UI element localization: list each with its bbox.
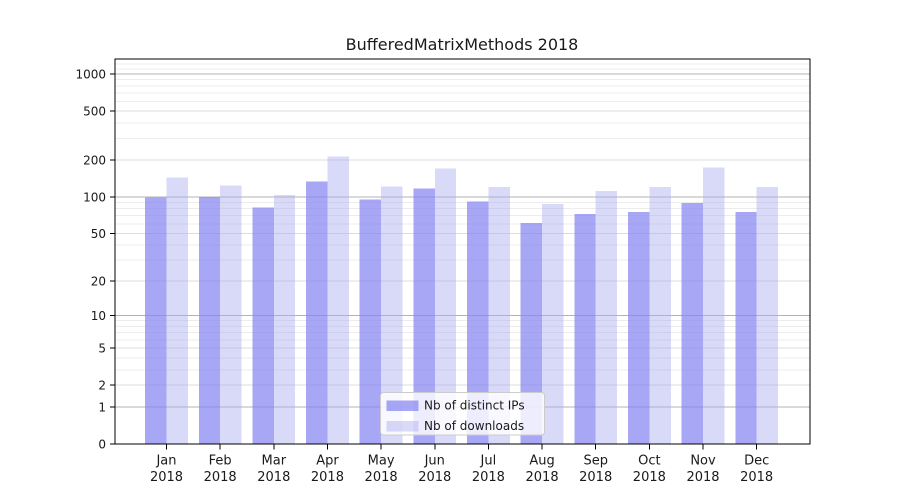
- bar-downloads-jan: [166, 177, 188, 444]
- x-label-month-jan: Jan: [155, 454, 176, 469]
- bar-ips-dec: [735, 212, 757, 444]
- bar-ips-may: [359, 199, 382, 444]
- x-label-month-oct: Oct: [638, 454, 660, 469]
- bar-downloads-feb: [220, 185, 242, 444]
- bar-ips-aug: [520, 222, 543, 444]
- bar-downloads-jul: [488, 187, 510, 445]
- x-label-year-may: 2018: [365, 470, 398, 485]
- y-tick-label-50: 50: [91, 227, 106, 241]
- bar-ips-nov: [681, 203, 703, 444]
- x-label-year-jun: 2018: [418, 470, 451, 485]
- y-tick-label-200: 200: [83, 153, 106, 167]
- x-label-month-dec: Dec: [744, 454, 769, 469]
- x-label-month-may: May: [368, 454, 395, 469]
- y-tick-label-10: 10: [91, 309, 106, 323]
- x-label-year-sep: 2018: [579, 470, 612, 485]
- bars-layer: [145, 156, 779, 445]
- y-tick-label-5: 5: [98, 342, 106, 356]
- bar-downloads-apr: [327, 156, 349, 444]
- bar-ips-apr: [306, 181, 328, 444]
- bar-ips-jul: [467, 201, 489, 444]
- x-label-year-mar: 2018: [257, 470, 290, 485]
- bar-ips-jan: [145, 197, 167, 444]
- chart-title: BufferedMatrixMethods 2018: [346, 35, 579, 54]
- plot-border: [114, 58, 811, 445]
- x-label-year-oct: 2018: [633, 470, 666, 485]
- x-label-month-mar: Mar: [262, 454, 287, 469]
- x-label-year-jul: 2018: [472, 470, 505, 485]
- x-label-year-aug: 2018: [526, 470, 559, 485]
- x-label-year-jan: 2018: [150, 470, 183, 485]
- x-label-year-feb: 2018: [204, 470, 237, 485]
- legend: Nb of distinct IPs Nb of downloads: [380, 392, 545, 436]
- bar-downloads-may: [381, 186, 403, 444]
- x-label-month-feb: Feb: [209, 454, 232, 469]
- legend-label-distinct-ips: Nb of distinct IPs: [424, 399, 525, 413]
- x-label-month-jun: Jun: [424, 454, 445, 469]
- y-tick-label-2: 2: [98, 379, 106, 393]
- x-label-month-nov: Nov: [690, 454, 716, 469]
- legend-swatch-downloads: [386, 421, 419, 432]
- y-tick-label-20: 20: [91, 274, 106, 288]
- bar-downloads-sep: [595, 190, 618, 444]
- y-axis: 0 1 2 5 10 20 50 100 200 500 1000: [75, 68, 115, 452]
- x-axis: Jan2018Feb2018Mar2018Apr2018May2018Jun20…: [150, 444, 773, 485]
- bar-ips-oct: [627, 212, 650, 444]
- bar-ips-mar: [252, 207, 274, 444]
- x-label-month-jul: Jul: [480, 454, 497, 469]
- legend-label-downloads: Nb of downloads: [424, 419, 524, 433]
- y-tick-label-1000: 1000: [75, 68, 106, 82]
- bar-downloads-oct: [649, 187, 671, 445]
- y-tick-label-0: 0: [98, 438, 106, 452]
- bar-ips-feb: [198, 196, 221, 444]
- bar-ips-sep: [574, 214, 596, 444]
- x-label-month-sep: Sep: [583, 454, 608, 469]
- x-label-month-apr: Apr: [316, 454, 339, 469]
- legend-swatch-distinct-ips: [386, 400, 419, 411]
- x-label-year-nov: 2018: [686, 470, 719, 485]
- bar-ips-jun: [413, 188, 435, 444]
- x-label-month-aug: Aug: [529, 454, 554, 469]
- y-tick-label-1: 1: [98, 400, 106, 414]
- bar-downloads-nov: [703, 167, 725, 444]
- x-label-year-apr: 2018: [311, 470, 344, 485]
- y-tick-label-500: 500: [83, 105, 106, 119]
- bar-downloads-aug: [542, 204, 564, 444]
- x-label-year-dec: 2018: [740, 470, 773, 485]
- bar-downloads-jun: [434, 168, 457, 444]
- legend-box: [380, 392, 545, 436]
- bar-downloads-mar: [273, 194, 296, 444]
- bar-downloads-dec: [756, 187, 779, 445]
- y-tick-label-100: 100: [83, 190, 106, 204]
